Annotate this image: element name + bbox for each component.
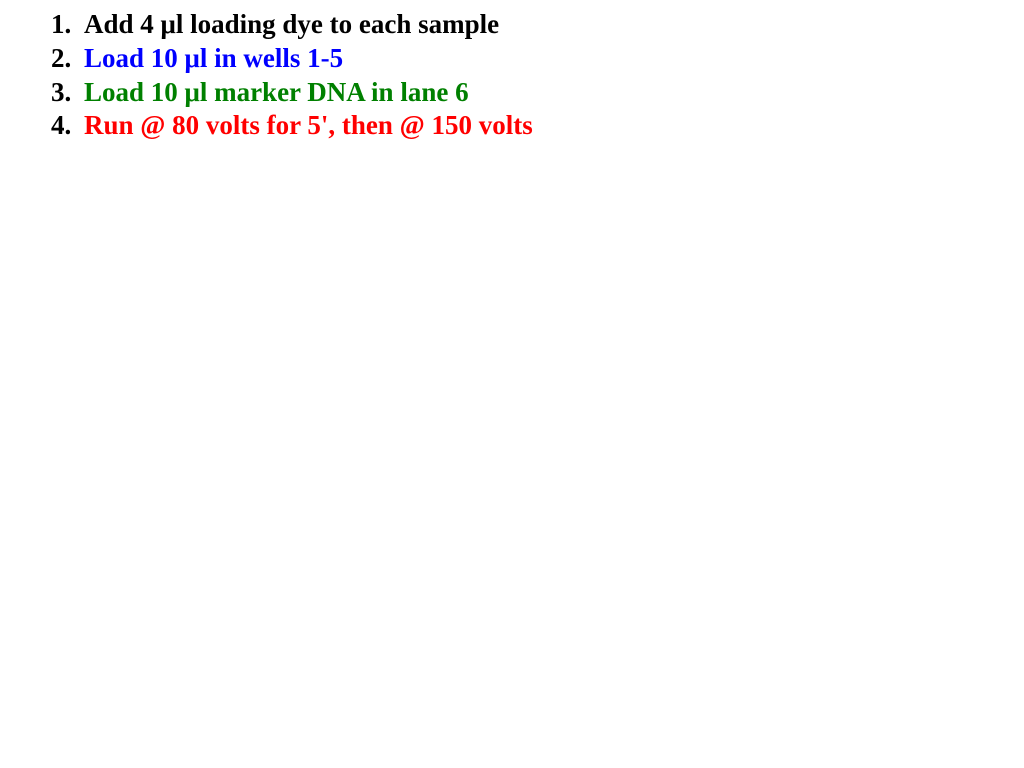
list-item: Add 4 μl loading dye to each sample — [78, 8, 1024, 42]
list-item: Load 10 μl marker DNA in lane 6 — [78, 76, 1024, 110]
procedure-list: Add 4 μl loading dye to each sample Load… — [38, 8, 1024, 143]
list-item: Run @ 80 volts for 5', then @ 150 volts — [78, 109, 1024, 143]
list-item-text: Load 10 μl in wells 1-5 — [84, 43, 343, 73]
list-item-text: Run @ 80 volts for 5', then @ 150 volts — [84, 110, 533, 140]
list-item: Load 10 μl in wells 1-5 — [78, 42, 1024, 76]
list-item-text: Load 10 μl marker DNA in lane 6 — [84, 77, 469, 107]
list-item-text: Add 4 μl loading dye to each sample — [84, 9, 499, 39]
